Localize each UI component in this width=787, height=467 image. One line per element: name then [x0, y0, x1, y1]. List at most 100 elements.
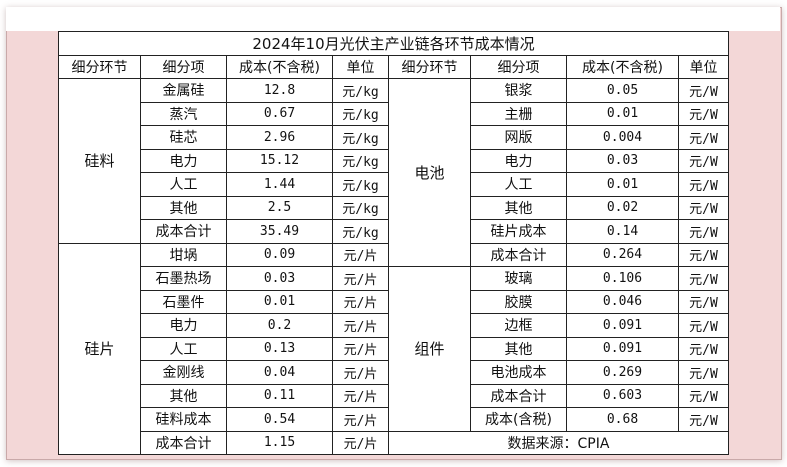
cost-value: 0.01	[566, 172, 679, 197]
item-name: 网版	[470, 125, 567, 150]
item-name: 坩埚	[140, 242, 227, 267]
cost-value: 0.02	[566, 195, 679, 220]
cost-value: 0.14	[566, 219, 679, 244]
cost-value: 0.09	[226, 242, 333, 267]
header-row: 细分环节 细分项 成本(不含税) 单位 细分环节 细分项 成本(不含税) 单位	[58, 54, 729, 79]
unit-value: 元/片	[332, 289, 389, 314]
unit-value: 元/W	[678, 172, 729, 197]
cost-value: 35.49	[226, 219, 333, 244]
cost-value: 0.2	[226, 313, 333, 338]
unit-value: 元/kg	[332, 148, 389, 173]
item-name: 石墨件	[140, 289, 227, 314]
unit-value: 元/W	[678, 360, 729, 385]
unit-value: 元/W	[678, 313, 729, 338]
cost-value: 0.05	[566, 78, 679, 103]
cost-value: 0.03	[226, 266, 333, 291]
unit-value: 元/W	[678, 289, 729, 314]
table-title: 2024年10月光伏主产业链各环节成本情况	[58, 31, 729, 56]
table-row: 其他 2.5 元/kg 其他 0.02 元/W	[59, 195, 729, 220]
unit-value: 元/kg	[332, 219, 389, 244]
segment-label-cell: 电池	[388, 78, 471, 267]
table-row: 硅料成本 0.54 元/片 成本(含税) 0.68 元/W	[59, 407, 729, 432]
header-unit-left: 单位	[332, 54, 389, 79]
table-row: 石墨热场 0.03 元/片 组件 玻璃 0.106 元/W	[59, 266, 729, 432]
item-name: 电池成本	[470, 360, 567, 385]
header-segment-right: 细分环节	[388, 54, 471, 79]
table-row: 硅料 金属硅 12.8 元/kg 电池 银浆 0.05 元/W	[58, 78, 729, 267]
cost-value: 1.44	[226, 172, 333, 197]
item-name: 其他	[470, 336, 567, 361]
item-name: 主栅	[470, 101, 567, 126]
cost-value: 15.12	[226, 148, 333, 173]
header-cost-right: 成本(不含税)	[566, 54, 679, 79]
unit-value: 元/片	[332, 336, 389, 361]
unit-value: 元/W	[678, 101, 729, 126]
table-row: 石墨件 0.01 元/片 胶膜 0.046 元/W	[59, 289, 729, 314]
item-name: 硅料成本	[140, 407, 227, 432]
item-name: 其他	[140, 383, 227, 408]
item-name: 人工	[140, 172, 227, 197]
unit-value: 元/W	[678, 148, 729, 173]
unit-value: 元/片	[332, 360, 389, 385]
title-row: 2024年10月光伏主产业链各环节成本情况	[58, 31, 729, 56]
header-unit-right: 单位	[678, 54, 729, 79]
cost-value: 0.603	[566, 383, 679, 408]
source-note: 数据来源：CPIA	[388, 430, 729, 455]
table-row: 其他 0.11 元/片 成本合计 0.603 元/W	[59, 383, 729, 408]
item-name: 硅片成本	[470, 219, 567, 244]
cost-value: 0.11	[226, 383, 333, 408]
header-segment-left: 细分环节	[58, 54, 141, 79]
item-name: 人工	[470, 172, 567, 197]
item-name: 其他	[470, 195, 567, 220]
unit-value: 元/W	[678, 266, 729, 291]
header-item-left: 细分项	[140, 54, 227, 79]
cost-table: 2024年10月光伏主产业链各环节成本情况 细分环节 细分项 成本(不含税) 单…	[58, 31, 729, 455]
cost-value: 0.046	[566, 289, 679, 314]
cost-value: 0.264	[566, 242, 679, 267]
cost-value: 0.13	[226, 336, 333, 361]
table-row: 成本合计 1.15 元/片 数据来源：CPIA	[59, 430, 729, 455]
unit-value: 元/W	[678, 242, 729, 267]
cost-value: 0.091	[566, 336, 679, 361]
item-name: 电力	[140, 313, 227, 338]
cost-value: 0.04	[226, 360, 333, 385]
segment-label-silicon: 硅料	[58, 78, 141, 244]
cost-value: 0.01	[566, 101, 679, 126]
item-name: 硅芯	[140, 125, 227, 150]
unit-value: 元/W	[678, 78, 729, 103]
table-row: 硅芯 2.96 元/kg 网版 0.004 元/W	[59, 125, 729, 150]
cost-value: 2.5	[226, 195, 333, 220]
item-name: 成本合计	[470, 242, 567, 267]
item-name: 金刚线	[140, 360, 227, 385]
unit-value: 元/kg	[332, 125, 389, 150]
unit-value: 元/W	[678, 383, 729, 408]
item-name: 电力	[470, 148, 567, 173]
unit-value: 元/kg	[332, 195, 389, 220]
cost-value: 0.269	[566, 360, 679, 385]
unit-value: 元/片	[332, 242, 389, 267]
cost-value: 0.106	[566, 266, 679, 291]
item-name: 成本合计	[140, 219, 227, 244]
unit-value: 元/片	[332, 430, 389, 455]
unit-value: 元/片	[332, 383, 389, 408]
cost-value: 0.54	[226, 407, 333, 432]
table-row: 人工 0.13 元/片 其他 0.091 元/W	[59, 336, 729, 361]
unit-value: 元/W	[678, 195, 729, 220]
cost-value: 0.01	[226, 289, 333, 314]
frame-top-strip	[6, 7, 780, 31]
item-name: 其他	[140, 195, 227, 220]
item-name: 成本(含税)	[470, 407, 567, 432]
table-body: 2024年10月光伏主产业链各环节成本情况 细分环节 细分项 成本(不含税) 单…	[58, 31, 729, 455]
cost-value: 0.68	[566, 407, 679, 432]
cost-value: 12.8	[226, 78, 333, 103]
unit-value: 元/W	[678, 407, 729, 432]
item-name: 成本合计	[140, 430, 227, 455]
table-row: 蒸汽 0.67 元/kg 主栅 0.01 元/W	[59, 101, 729, 126]
cost-value: 0.004	[566, 125, 679, 150]
item-name: 边框	[470, 313, 567, 338]
item-name: 玻璃	[470, 266, 567, 291]
unit-value: 元/片	[332, 407, 389, 432]
unit-value: 元/W	[678, 336, 729, 361]
table-row: 成本合计 35.49 元/kg 硅片成本 0.14 元/W	[59, 219, 729, 244]
item-name: 金属硅	[140, 78, 227, 103]
